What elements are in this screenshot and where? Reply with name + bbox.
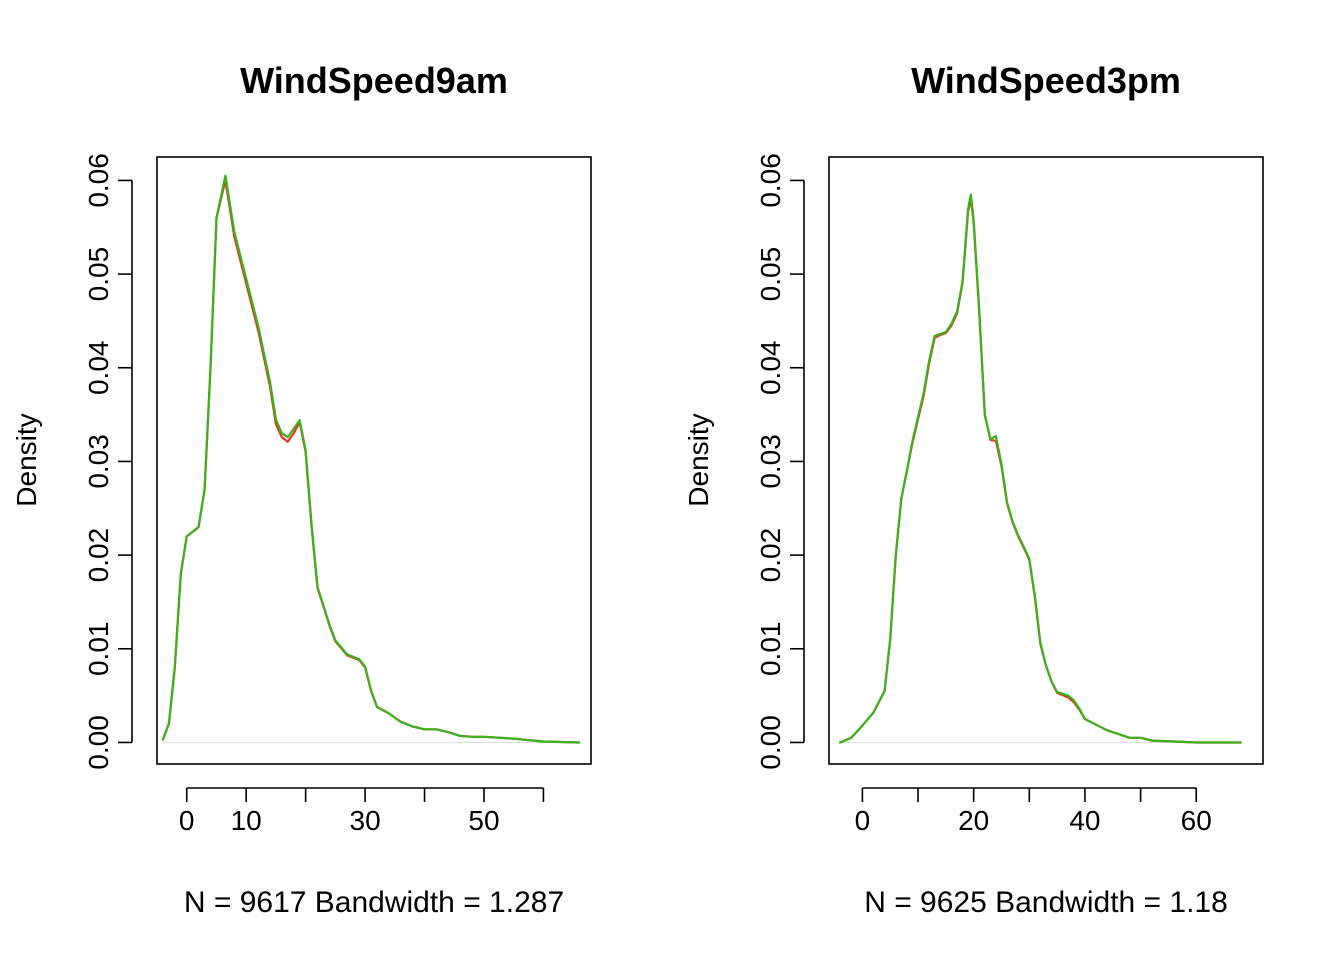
x-tick-label: 50 [468, 805, 499, 836]
plot-frame [828, 156, 1264, 765]
y-tick-label: 0.05 [83, 247, 114, 302]
y-axis-label: Density [683, 413, 714, 506]
subtitle: N = 9617 Bandwidth = 1.287 [184, 886, 564, 919]
y-tick-label: 0.01 [755, 622, 786, 677]
y-tick-label: 0.04 [83, 341, 114, 396]
x-tick-label: 30 [350, 805, 381, 836]
x-axis: 0 10 30 50 [179, 787, 545, 836]
x-tick-label: 60 [1181, 805, 1212, 836]
y-tick-label: 0.06 [755, 153, 786, 208]
y-tick-label: 0.05 [755, 247, 786, 302]
y-tick-label: 0.02 [83, 528, 114, 583]
chart-title: WindSpeed9am [240, 60, 508, 101]
y-tick-label: 0.03 [83, 434, 114, 489]
y-tick-label: 0.03 [755, 434, 786, 489]
y-tick-label: 0.06 [83, 153, 114, 208]
y-axis-label: Density [11, 413, 42, 506]
x-tick-label: 0 [855, 805, 871, 836]
plot-frame [156, 156, 592, 765]
x-tick-label: 10 [231, 805, 262, 836]
chart-title: WindSpeed3pm [911, 60, 1181, 101]
y-tick-label: 0.04 [755, 341, 786, 396]
y-tick-label: 0.00 [755, 715, 786, 770]
panel-windspeed3pm: WindSpeed3pm Density N = 9625 Bandwidth … [683, 60, 1264, 919]
y-tick-label: 0.01 [83, 622, 114, 677]
x-tick-label: 40 [1069, 805, 1100, 836]
density-lines [839, 193, 1242, 744]
subtitle: N = 9625 Bandwidth = 1.18 [864, 886, 1228, 919]
x-tick-label: 0 [179, 805, 195, 836]
x-axis: 0 20 40 60 [855, 787, 1212, 836]
density-line-green [839, 193, 1242, 744]
y-axis: 0.00 0.01 0.02 0.03 0.04 0.05 0.06 [83, 153, 133, 770]
density-line-green [161, 174, 581, 744]
panel-windspeed9am: WindSpeed9am Density N = 9617 Bandwidth … [11, 60, 592, 919]
density-line-red [161, 179, 581, 744]
y-tick-label: 0.02 [755, 528, 786, 583]
density-lines [161, 174, 581, 744]
y-tick-label: 0.00 [83, 715, 114, 770]
x-tick-label: 20 [958, 805, 989, 836]
density-line-red [839, 198, 1242, 744]
y-axis: 0.00 0.01 0.02 0.03 0.04 0.05 0.06 [755, 153, 805, 770]
